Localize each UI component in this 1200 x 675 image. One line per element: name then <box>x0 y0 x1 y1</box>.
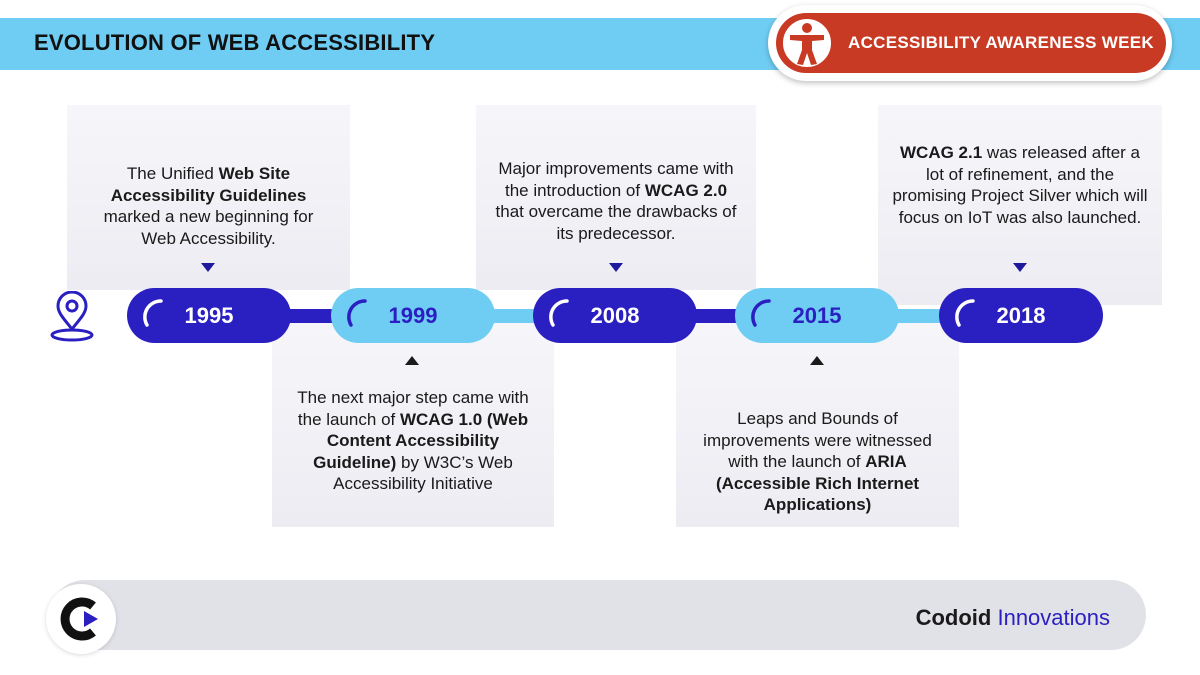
timeline-connector <box>285 309 343 323</box>
location-pin-icon <box>50 290 94 343</box>
milestone-text: The Unified <box>126 164 219 183</box>
accessibility-person-icon <box>778 14 836 72</box>
milestone-highlight: Web Site Accessibility Guidelines <box>110 164 307 205</box>
milestone-card-1995: The Unified Web Site Accessibility Guide… <box>67 105 350 290</box>
pointer-up-icon <box>810 356 824 365</box>
year-label: 2018 <box>996 303 1046 328</box>
milestone-highlight: WCAG 2.1 <box>900 143 983 162</box>
year-pill-2008: 2008 <box>533 288 697 343</box>
brand-name-regular: Innovations <box>991 605 1110 630</box>
pointer-up-icon <box>405 356 419 365</box>
awareness-badge-pill <box>776 13 1166 73</box>
pointer-down-icon <box>201 263 215 272</box>
milestone-card-2015: Leaps and Bounds of improvements were wi… <box>676 320 959 527</box>
page-title: EVOLUTION OF WEB ACCESSIBILITY <box>34 30 436 55</box>
year-pill-2018: 2018 <box>939 288 1103 343</box>
pill-arc-icon <box>143 299 163 327</box>
milestone-card-1999: The next major step came with the launch… <box>272 320 554 527</box>
pill-arc-icon <box>751 299 771 327</box>
brand-name: Codoid Innovations <box>916 605 1110 631</box>
awareness-badge-label: ACCESSIBILITY AWARENESS WEEK <box>848 33 1154 52</box>
year-label: 1999 <box>388 303 438 328</box>
milestone-text: The next major step came with the launch… <box>297 388 529 429</box>
pill-arc-icon <box>347 299 367 327</box>
milestone-text: Major improvements came with the introdu… <box>498 159 734 200</box>
footer-bar <box>50 580 1146 650</box>
milestone-description: Leaps and Bounds of improvements were wi… <box>676 408 959 516</box>
timeline-connector <box>891 309 949 323</box>
milestone-description: Major improvements came with the introdu… <box>476 158 756 244</box>
milestone-text: was released after a lot of refinement, … <box>892 143 1148 227</box>
milestone-card-2018: WCAG 2.1 was released after a lot of ref… <box>878 105 1162 305</box>
milestone-description: The Unified Web Site Accessibility Guide… <box>67 163 350 249</box>
year-label: 2008 <box>590 303 640 328</box>
year-pill-1999: 1999 <box>331 288 495 343</box>
milestone-description: WCAG 2.1 was released after a lot of ref… <box>878 142 1162 228</box>
milestone-description: The next major step came with the launch… <box>272 387 554 495</box>
year-pill-2015: 2015 <box>735 288 899 343</box>
pointer-down-icon <box>609 263 623 272</box>
milestone-text: by W3C’s Web Accessibility Initiative <box>333 452 513 494</box>
milestone-highlight: WCAG 2.0 <box>644 180 728 200</box>
pill-arc-icon <box>955 299 975 327</box>
pointer-down-icon <box>1013 263 1027 272</box>
milestone-text: that overcame the drawbacks of its prede… <box>495 202 737 243</box>
year-pill-1995: 1995 <box>127 288 291 343</box>
pill-arc-icon <box>549 299 569 327</box>
milestone-card-2008: Major improvements came with the introdu… <box>476 105 756 290</box>
milestone-text: marked a new beginning for Web Accessibi… <box>103 207 314 248</box>
milestone-text: Leaps and Bounds of improvements were wi… <box>703 409 932 471</box>
codoid-logo-icon <box>46 584 116 654</box>
timeline-connector <box>487 309 545 323</box>
year-label: 2015 <box>792 303 842 328</box>
brand-name-bold: Codoid <box>915 605 992 630</box>
milestone-highlight: ARIA (Accessible Rich Internet Applicati… <box>715 452 920 514</box>
year-label: 1995 <box>184 303 234 328</box>
timeline-connector <box>689 309 747 323</box>
milestone-highlight: WCAG 1.0 (Web Content Accessibility Guid… <box>313 409 529 472</box>
